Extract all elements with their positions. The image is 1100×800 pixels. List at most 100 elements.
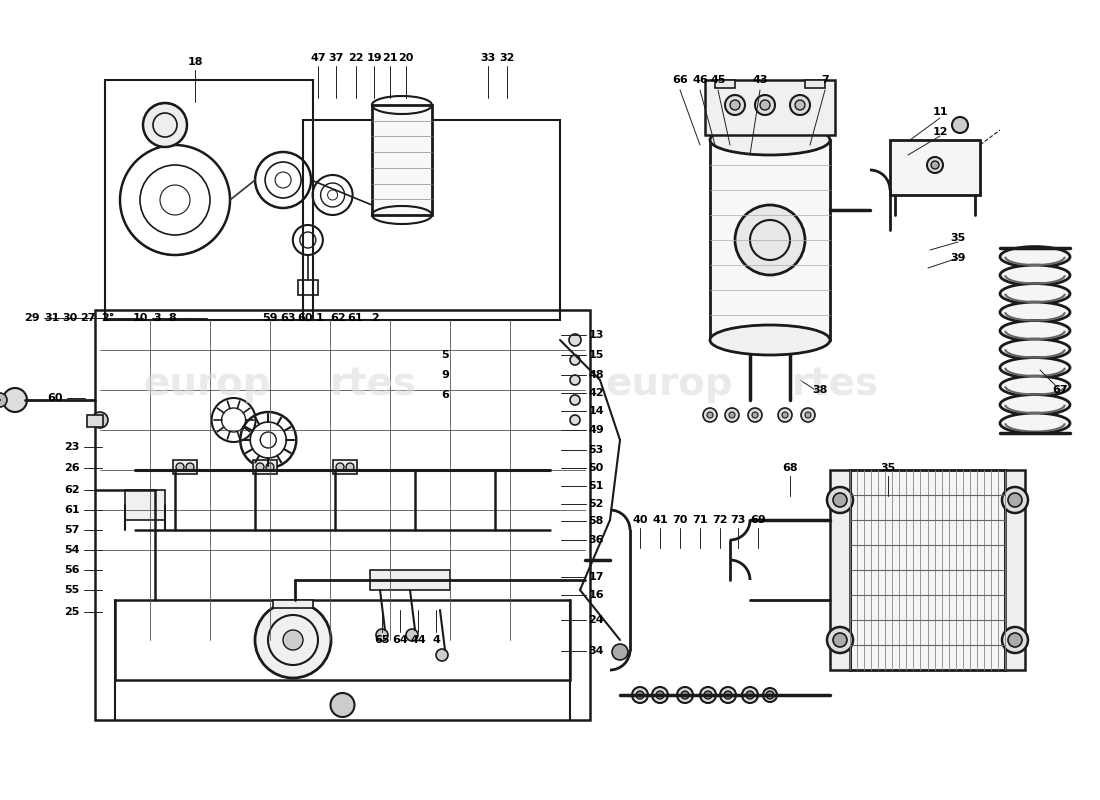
Text: 17: 17 (588, 572, 604, 582)
Circle shape (735, 205, 805, 275)
Text: 14: 14 (588, 406, 604, 416)
Text: 65: 65 (374, 635, 389, 645)
Circle shape (283, 630, 302, 650)
Text: 64: 64 (392, 635, 408, 645)
Text: 54: 54 (64, 545, 79, 555)
Circle shape (266, 463, 274, 471)
Bar (850, 470, 1005, 670)
Text: 7: 7 (821, 75, 829, 85)
Text: 50: 50 (588, 463, 604, 473)
Text: 56: 56 (64, 565, 79, 575)
Text: 32: 32 (499, 53, 515, 63)
Circle shape (730, 100, 740, 110)
Circle shape (330, 693, 354, 717)
Circle shape (1002, 627, 1028, 653)
Text: 21: 21 (383, 53, 398, 63)
Ellipse shape (1000, 283, 1070, 304)
Bar (1005, 470, 1025, 670)
Text: 23: 23 (64, 442, 79, 452)
Circle shape (570, 395, 580, 405)
Text: 29: 29 (24, 313, 40, 323)
Circle shape (636, 691, 644, 699)
Circle shape (1008, 633, 1022, 647)
Text: 55: 55 (65, 585, 79, 595)
Bar (333, 460, 358, 474)
Text: 47: 47 (310, 53, 326, 63)
Bar (830, 470, 850, 670)
Text: 67: 67 (1053, 385, 1068, 395)
Circle shape (778, 408, 792, 422)
Text: 52: 52 (588, 499, 604, 509)
Text: 70: 70 (672, 515, 688, 525)
Bar (705, 80, 835, 135)
Ellipse shape (1000, 394, 1070, 415)
Circle shape (760, 100, 770, 110)
Text: 71: 71 (692, 515, 707, 525)
Circle shape (704, 691, 712, 699)
Text: 4: 4 (432, 635, 440, 645)
Circle shape (805, 412, 811, 418)
Circle shape (92, 412, 108, 428)
Circle shape (724, 691, 732, 699)
Circle shape (729, 412, 735, 418)
Circle shape (0, 393, 7, 407)
Ellipse shape (1000, 246, 1070, 267)
Text: 60: 60 (47, 393, 63, 403)
Circle shape (752, 412, 758, 418)
Text: 34: 34 (588, 646, 604, 656)
Circle shape (436, 649, 448, 661)
Circle shape (833, 493, 847, 507)
Bar (302, 120, 560, 320)
Circle shape (707, 412, 713, 418)
Circle shape (833, 633, 847, 647)
Circle shape (255, 602, 331, 678)
Circle shape (766, 691, 774, 699)
Circle shape (676, 687, 693, 703)
Text: 20: 20 (398, 53, 414, 63)
Bar (104, 80, 312, 320)
Bar (372, 105, 432, 215)
Text: 9: 9 (441, 370, 449, 380)
Text: 61: 61 (348, 313, 363, 323)
Circle shape (742, 687, 758, 703)
Text: 51: 51 (588, 481, 604, 491)
Bar (116, 600, 570, 680)
Text: 44: 44 (410, 635, 426, 645)
Text: 12: 12 (933, 127, 948, 137)
Circle shape (746, 691, 754, 699)
Ellipse shape (1000, 265, 1070, 286)
Text: 8: 8 (168, 313, 176, 323)
Text: 1: 1 (316, 313, 323, 323)
Text: 62: 62 (64, 485, 80, 495)
Circle shape (700, 687, 716, 703)
Text: 45: 45 (711, 75, 726, 85)
Text: 13: 13 (588, 330, 604, 340)
Circle shape (790, 95, 810, 115)
Text: 30: 30 (63, 313, 78, 323)
Circle shape (827, 627, 853, 653)
Circle shape (652, 687, 668, 703)
Circle shape (186, 463, 194, 471)
Ellipse shape (1000, 413, 1070, 434)
Bar (253, 460, 277, 474)
Circle shape (261, 432, 276, 448)
Bar (125, 490, 165, 520)
Text: 66: 66 (672, 75, 688, 85)
Text: 41: 41 (652, 515, 668, 525)
Circle shape (725, 95, 745, 115)
Circle shape (569, 334, 581, 346)
Text: 15: 15 (588, 350, 604, 360)
Circle shape (376, 629, 388, 641)
Circle shape (801, 408, 815, 422)
Text: 19: 19 (366, 53, 382, 63)
Circle shape (570, 355, 580, 365)
Circle shape (1002, 487, 1028, 513)
Circle shape (1008, 493, 1022, 507)
Text: 69: 69 (750, 515, 766, 525)
Text: 38: 38 (812, 385, 827, 395)
Text: 6: 6 (441, 390, 449, 400)
Ellipse shape (1000, 339, 1070, 359)
Ellipse shape (1000, 302, 1070, 322)
Circle shape (703, 408, 717, 422)
Circle shape (346, 463, 354, 471)
